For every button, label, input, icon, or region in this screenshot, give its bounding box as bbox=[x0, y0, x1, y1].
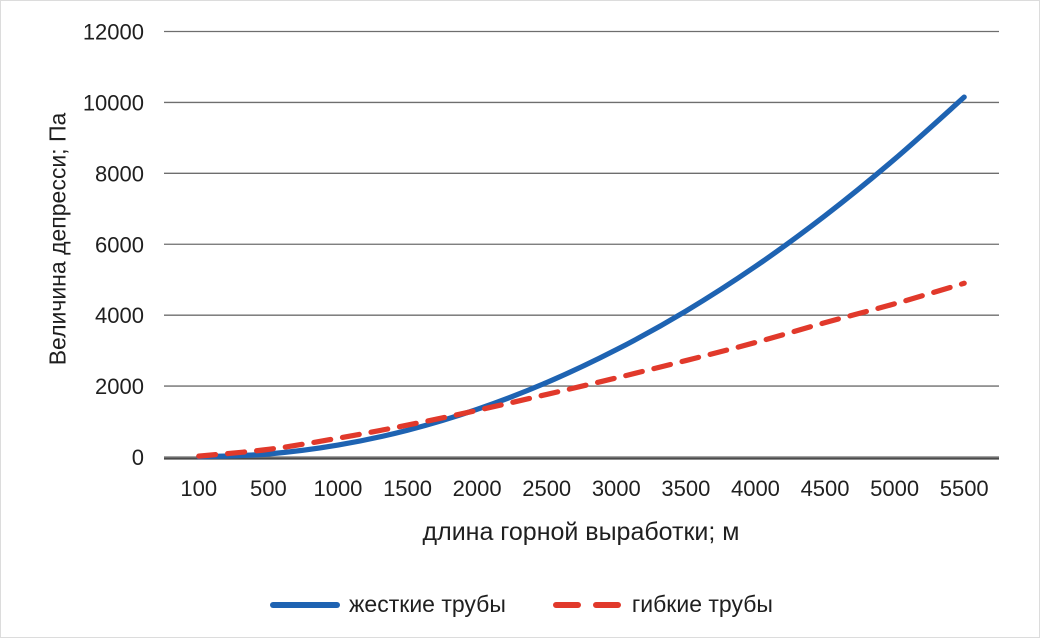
x-tick-label: 4000 bbox=[731, 476, 780, 501]
x-tick-label: 1500 bbox=[383, 476, 432, 501]
y-tick-label: 12000 bbox=[83, 20, 144, 45]
y-tick-label: 4000 bbox=[95, 303, 144, 328]
y-tick-labels: 0 2000 4000 6000 8000 10000 12000 bbox=[83, 20, 144, 471]
x-tick-label: 500 bbox=[250, 476, 287, 501]
x-tick-label: 5500 bbox=[940, 476, 989, 501]
x-axis-title: длина горной выработки; м bbox=[422, 518, 740, 546]
x-tick-label: 5000 bbox=[870, 476, 919, 501]
x-tick-label: 4500 bbox=[801, 476, 850, 501]
dashed-line-key bbox=[552, 601, 623, 608]
series-lines bbox=[196, 94, 967, 460]
legend-item-2: гибкие трубы bbox=[552, 591, 773, 618]
y-tick-label: 6000 bbox=[95, 232, 144, 257]
x-tick-label: 100 bbox=[180, 476, 217, 501]
x-tick-labels: 100 500 1000 1500 2000 2500 3000 3500 4000 4500 50… bbox=[180, 476, 988, 501]
x-tick-label: 2500 bbox=[522, 476, 571, 501]
x-tick-label: 1000 bbox=[313, 476, 362, 501]
y-axis-title: Величина депресси; Па bbox=[44, 112, 71, 366]
series-line-solid bbox=[196, 94, 967, 460]
legend-label: жесткие трубы bbox=[349, 591, 506, 617]
legend-label: гибкие трубы bbox=[631, 591, 773, 617]
legend: жесткие трубы гибкие трубы bbox=[1, 591, 1039, 618]
solid-line-key bbox=[270, 601, 341, 608]
y-tick-label: 2000 bbox=[95, 374, 144, 399]
x-tick-label: 2000 bbox=[453, 476, 502, 501]
y-tick-label: 10000 bbox=[83, 90, 144, 115]
gridlines bbox=[164, 30, 999, 460]
legend-item-1: жесткие трубы bbox=[269, 591, 506, 618]
y-tick-label: 8000 bbox=[95, 161, 144, 186]
y-tick-label: 0 bbox=[132, 445, 144, 470]
series-line-dashed bbox=[196, 280, 967, 459]
x-tick-label: 3000 bbox=[592, 476, 641, 501]
x-tick-label: 3500 bbox=[661, 476, 710, 501]
